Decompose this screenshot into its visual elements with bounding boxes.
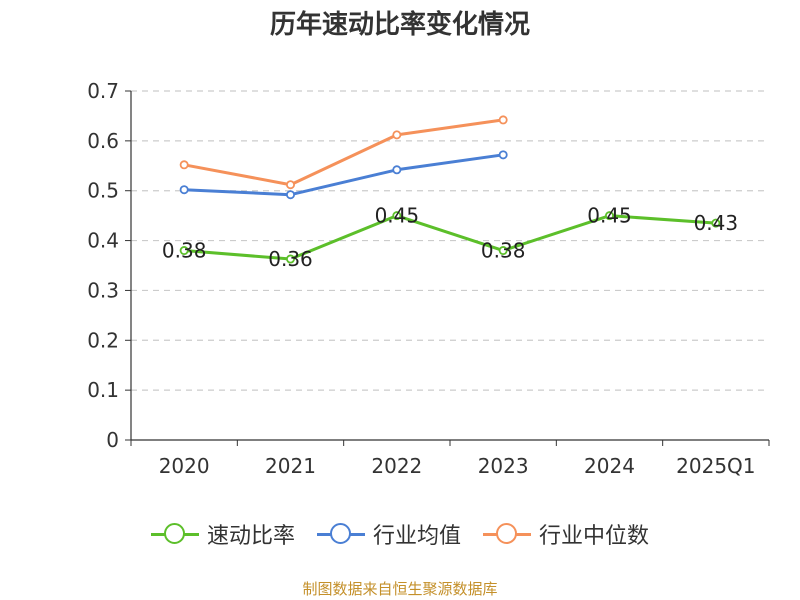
data-point — [392, 130, 402, 140]
x-tick-label: 2025Q1 — [676, 454, 755, 478]
data-label: 0.36 — [268, 247, 313, 271]
data-label: 0.43 — [694, 211, 739, 235]
x-tick-label: 2023 — [478, 454, 529, 478]
data-point — [498, 150, 508, 160]
series-line — [184, 153, 504, 197]
legend-quick-ratio-icon — [150, 521, 199, 547]
data-point — [711, 218, 721, 228]
data-point — [392, 211, 402, 221]
legend-item-industry-mean[interactable]: 行业均值 — [316, 518, 461, 550]
data-point — [179, 246, 189, 256]
data-point — [498, 246, 508, 256]
legend-industry-median-icon — [483, 521, 531, 547]
y-tick-label: 0.7 — [87, 79, 119, 103]
data-source-note: 制图数据来自恒生聚源数据库 — [302, 580, 498, 598]
legend-item-industry-median[interactable]: 行业中位数 — [483, 518, 649, 550]
chart-legend: 速动比率 行业均值 行业中位数 — [0, 518, 800, 550]
data-label: 0.38 — [162, 239, 207, 263]
series-line — [183, 118, 504, 187]
y-tick-label: 0.6 — [87, 129, 119, 153]
legend-industry-mean-marker — [329, 523, 351, 544]
data-point — [605, 211, 615, 221]
x-tick-label: 2024 — [584, 454, 635, 478]
data-point — [179, 185, 189, 195]
data-point — [285, 180, 295, 190]
data-label: 0.45 — [587, 204, 632, 228]
data-point — [392, 165, 402, 175]
y-tick-label: 0.1 — [87, 378, 119, 402]
data-label: 0.45 — [375, 204, 420, 228]
legend-industry-median-label: 行业中位数 — [539, 524, 650, 549]
data-label: 0.38 — [481, 239, 526, 263]
series-line — [184, 214, 716, 261]
legend-item-quick-ratio[interactable]: 速动比率 — [150, 518, 295, 550]
legend-quick-ratio-marker — [163, 523, 185, 544]
data-point — [179, 160, 189, 170]
y-tick-label: 0.3 — [87, 278, 119, 302]
y-tick-label: 0.4 — [87, 229, 119, 253]
legend-industry-mean-icon — [316, 521, 365, 547]
x-tick-label: 2021 — [265, 454, 316, 478]
data-point — [498, 115, 508, 125]
y-tick-label: 0.2 — [87, 328, 119, 352]
data-point — [285, 254, 295, 264]
x-tick-label: 2020 — [159, 454, 210, 478]
y-tick-label: 0.5 — [87, 179, 119, 203]
y-tick-label: 0 — [106, 428, 119, 452]
data-point — [285, 190, 295, 200]
x-tick-label: 2022 — [371, 454, 422, 478]
legend-industry-median-marker — [496, 523, 517, 544]
legend-quick-ratio-label: 速动比率 — [206, 524, 295, 549]
chart-title: 历年速动比率变化情况 — [269, 10, 530, 40]
legend-industry-mean-label: 行业均值 — [372, 524, 461, 549]
